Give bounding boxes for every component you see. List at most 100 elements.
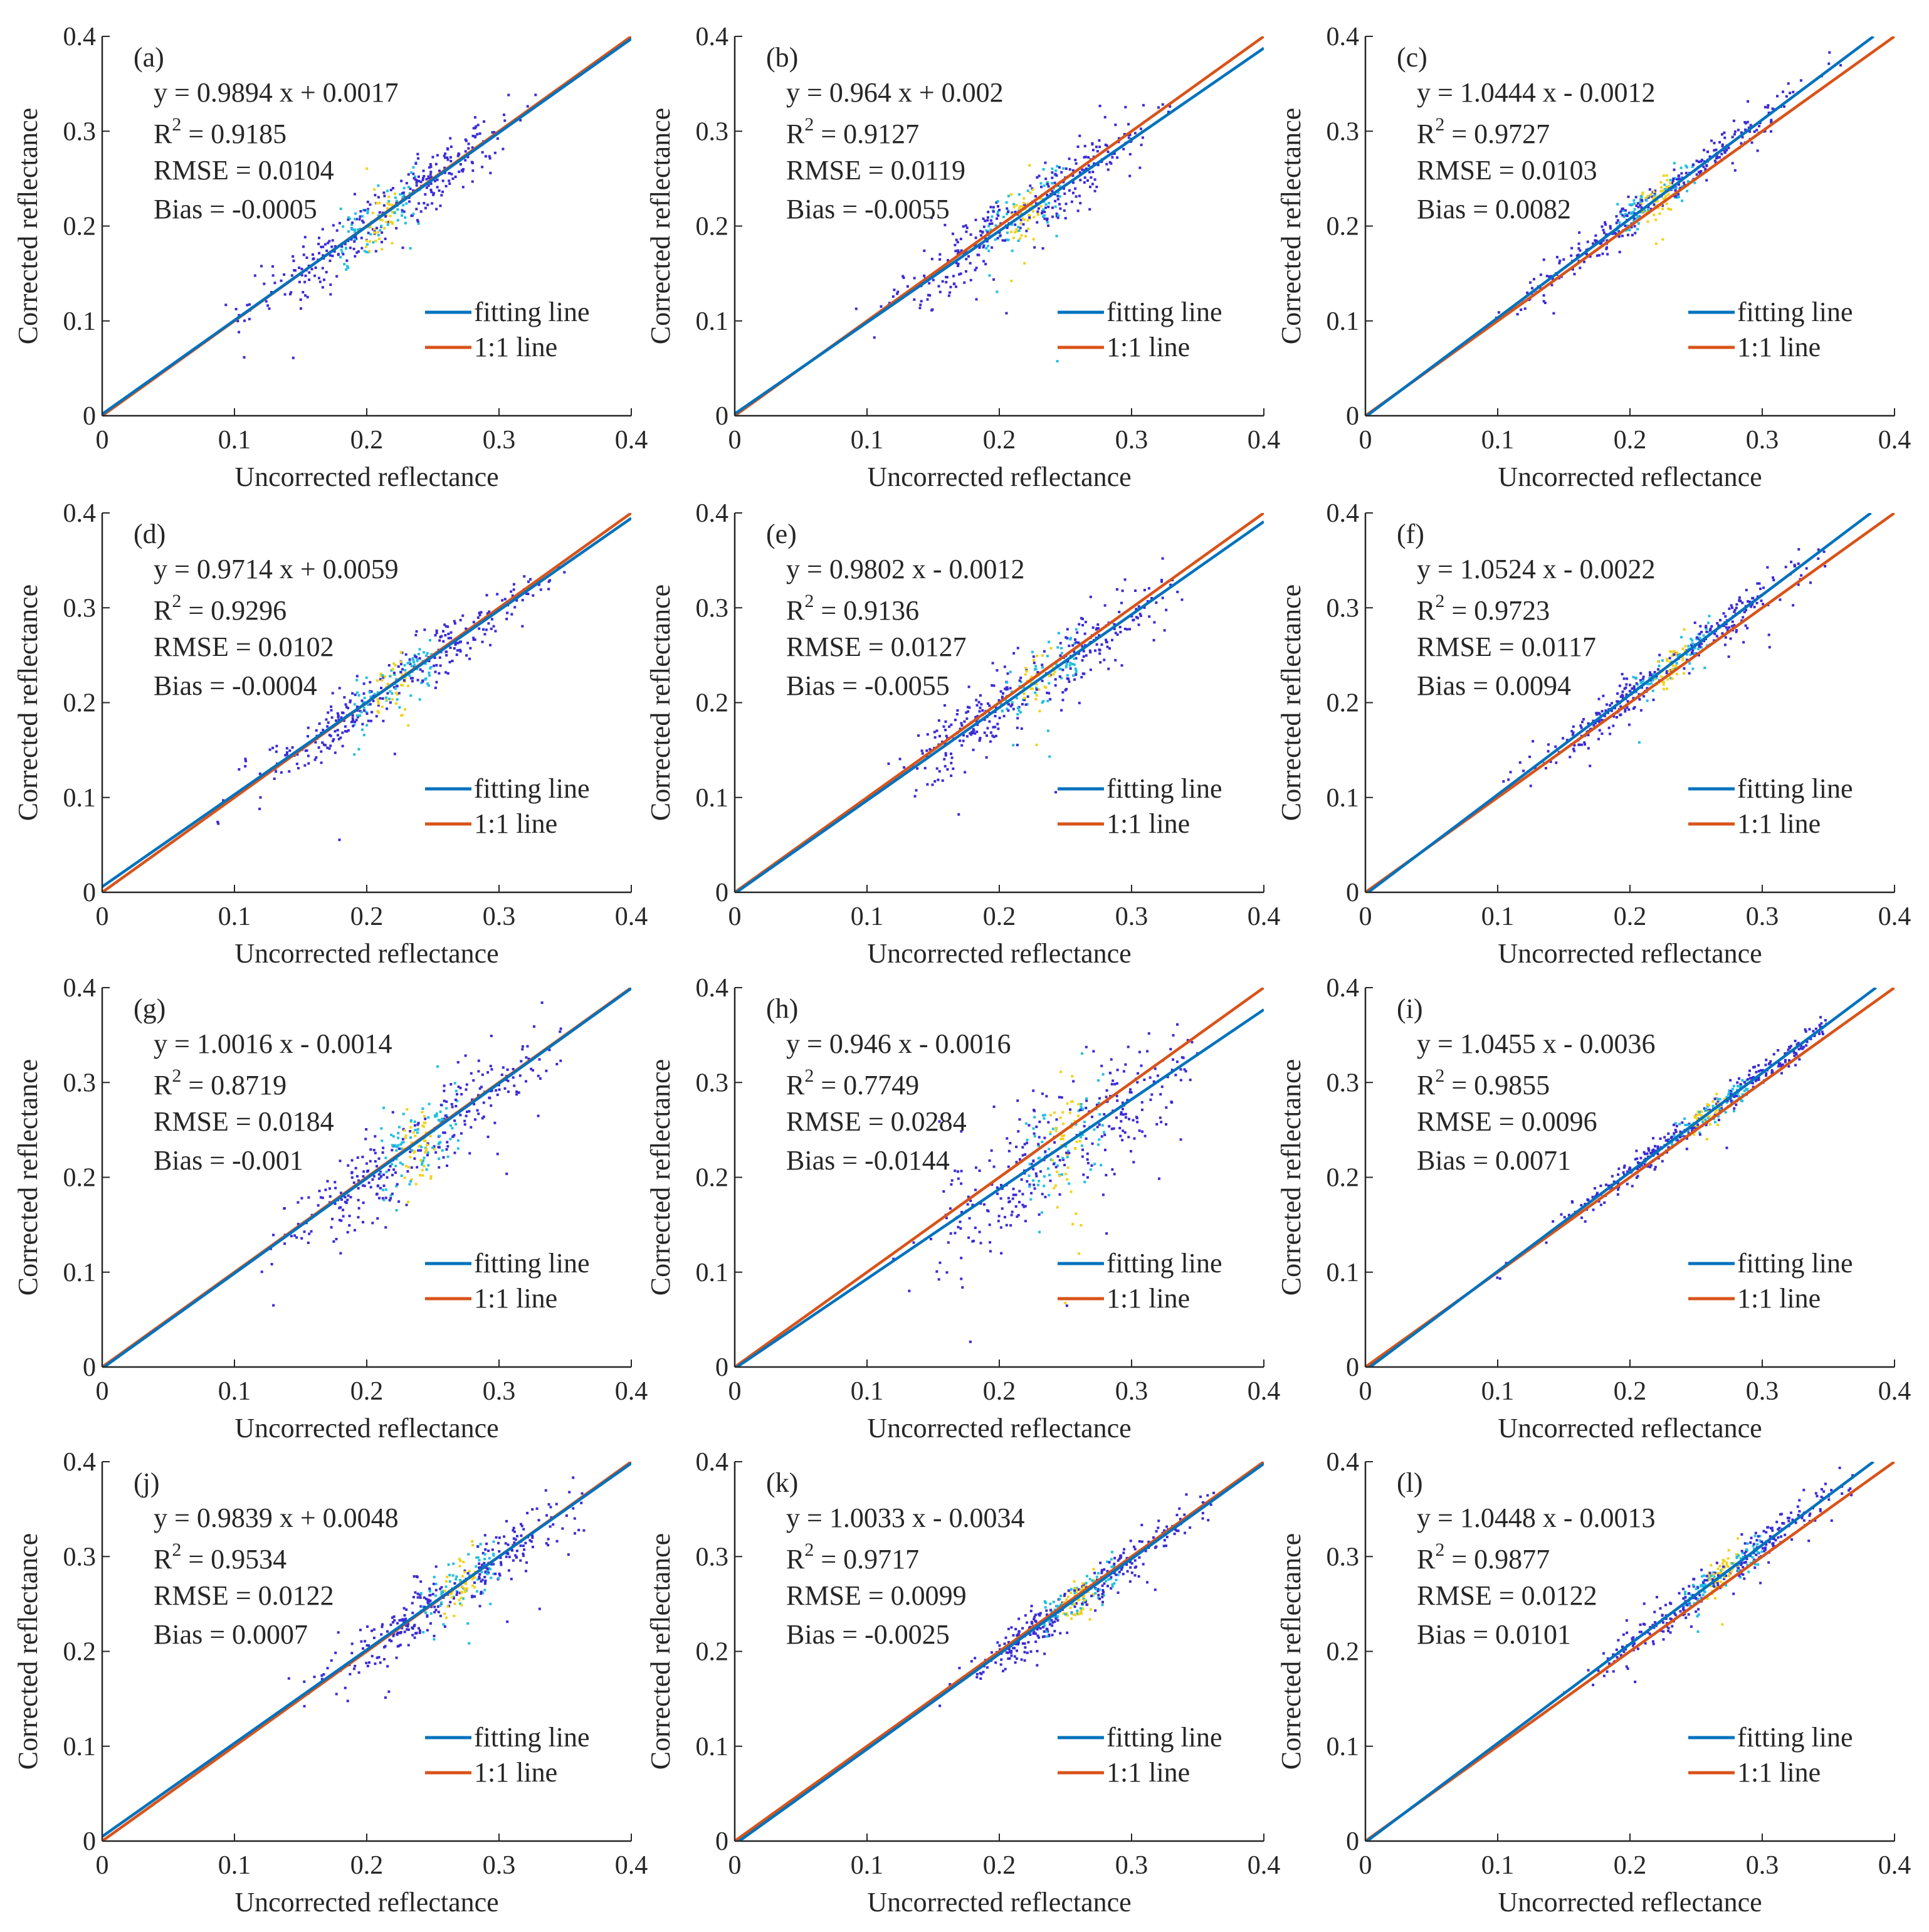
scatter-point [1633, 224, 1636, 228]
scatter-point [561, 1527, 564, 1530]
scatter-point [379, 674, 382, 677]
scatter-point [1093, 162, 1096, 165]
scatter-point [402, 186, 406, 189]
scatter-point [399, 670, 402, 673]
scatter-point [347, 267, 350, 270]
scatter-point [1070, 1617, 1073, 1620]
scatter-point [1060, 647, 1063, 650]
scatter-point [1587, 734, 1590, 737]
scatter-point [1126, 1099, 1129, 1102]
scatter-point [299, 307, 302, 310]
scatter-point [1019, 212, 1022, 215]
scatter-point [1639, 1156, 1643, 1159]
scatter-point [944, 752, 947, 755]
scatter-point [1685, 171, 1688, 174]
scatter-point [350, 1642, 354, 1645]
scatter-point [354, 1664, 357, 1667]
scatter-point [1733, 608, 1737, 611]
scatter-point [1054, 791, 1058, 794]
scatter-point [1081, 623, 1085, 626]
scatter-point [494, 630, 497, 633]
scatter-point [1045, 1630, 1048, 1634]
scatter-point [1078, 623, 1081, 626]
scatter-point [290, 274, 293, 277]
scatter-point [1093, 178, 1096, 181]
scatter-point [1626, 706, 1629, 709]
scatter-point [353, 240, 356, 243]
scatter-point [1587, 722, 1590, 725]
scatter-point [968, 1217, 971, 1220]
scatter-point [975, 704, 979, 707]
scatter-point [1068, 644, 1071, 647]
scatter-point [1044, 206, 1047, 209]
scatter-point [528, 1539, 532, 1542]
scatter-point [1646, 208, 1649, 211]
scatter-point [931, 783, 934, 786]
scatter-point [1545, 1241, 1548, 1244]
scatter-point [1705, 625, 1708, 628]
y-tick-label: 0.2 [63, 689, 97, 718]
scatter-point [1621, 673, 1624, 676]
scatter-point [1626, 1170, 1629, 1173]
scatter-point [478, 1575, 481, 1578]
scatter-point [1036, 1664, 1039, 1667]
scatter-point [248, 303, 251, 306]
scatter-point [1016, 1446, 1019, 1449]
scatter-point [371, 1629, 374, 1632]
scatter-point [1756, 149, 1759, 152]
scatter-point [960, 1257, 963, 1260]
scatter-point [453, 647, 456, 650]
scatter-point [574, 1532, 577, 1535]
scatter-point [1128, 1090, 1132, 1094]
scatter-point [285, 747, 288, 750]
scatter-point [387, 1168, 391, 1171]
scatter-point [1671, 654, 1674, 657]
y-tick-label: 0 [1346, 402, 1359, 431]
scatter-point [384, 1696, 387, 1699]
scatter-point [390, 1133, 393, 1136]
scatter-point [950, 761, 953, 764]
scatter-point [463, 1569, 466, 1572]
scatter-point [1085, 1599, 1088, 1602]
scatter-point [941, 779, 944, 782]
scatter-point [1685, 164, 1688, 167]
scatter-point [330, 716, 334, 719]
scatter-point [1632, 687, 1636, 690]
scatter-point [369, 1186, 372, 1189]
scatter-point [1821, 1032, 1824, 1035]
scatter-point [1113, 152, 1116, 155]
legend-one-to-one-label: 1:1 line [1106, 808, 1190, 839]
scatter-point [1065, 1151, 1068, 1154]
scatter-point [1676, 655, 1679, 658]
y-tick-label: 0 [1346, 1353, 1359, 1382]
scatter-point [1656, 1153, 1659, 1156]
scatter-point [1666, 678, 1669, 681]
scatter-point [1673, 1134, 1676, 1138]
scatter-point [1115, 1116, 1118, 1119]
y-tick-label: 0.4 [63, 974, 97, 1003]
scatter-point [358, 218, 361, 221]
scatter-point [1609, 224, 1612, 228]
scatter-point [975, 267, 978, 270]
scatter-point [1095, 186, 1098, 189]
scatter-point [459, 640, 462, 643]
scatter-point [288, 293, 292, 296]
scatter-point [1631, 1185, 1634, 1188]
scatter-point [1563, 1216, 1566, 1219]
scatter-point [522, 1554, 525, 1557]
scatter-point [369, 240, 372, 243]
scatter-point [1707, 1110, 1710, 1113]
scatter-point [1014, 1661, 1017, 1664]
scatter-point [1523, 307, 1527, 310]
scatter-point [1078, 1139, 1081, 1143]
scatter-point [428, 1587, 431, 1590]
scatter-point [491, 1553, 495, 1556]
x-tick-label: 0.4 [1248, 902, 1281, 931]
scatter-point [1602, 231, 1606, 235]
scatter-point [412, 1131, 415, 1134]
scatter-point [1079, 1136, 1082, 1139]
scatter-point [1672, 1123, 1675, 1126]
scatter-point [383, 194, 386, 198]
scatter-point [1710, 625, 1713, 628]
scatter-point [1673, 162, 1676, 165]
